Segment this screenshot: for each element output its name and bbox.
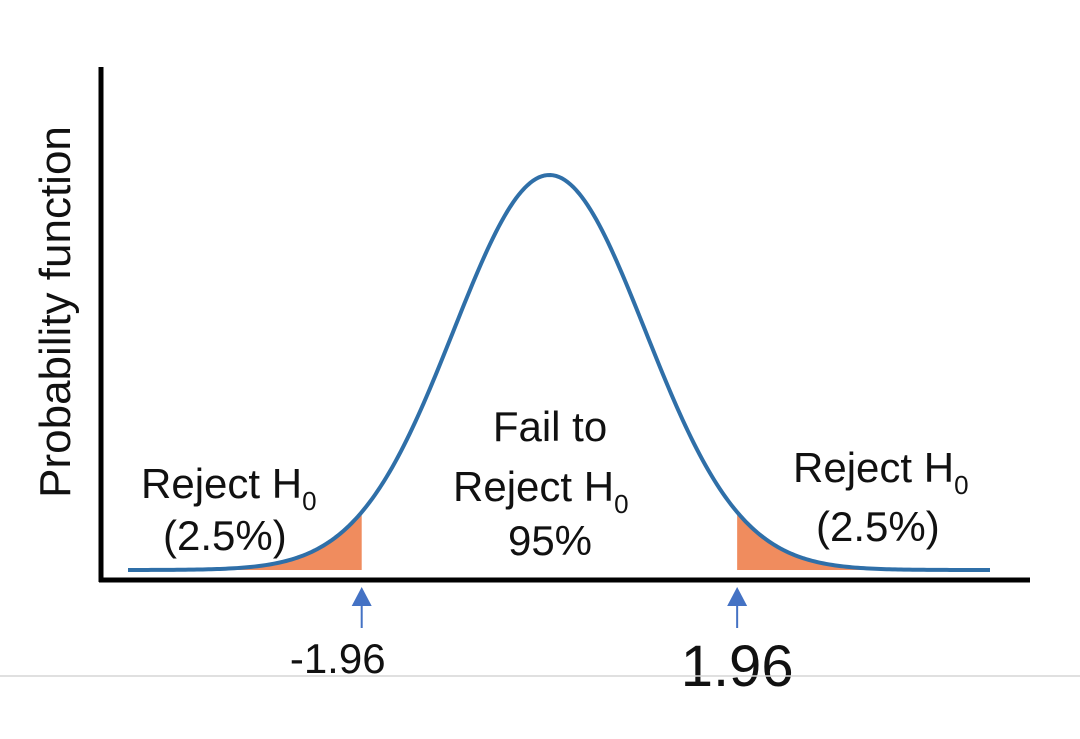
critical-value-arrow-left [351,587,372,628]
right-reject-label: Reject H0 [793,444,969,500]
right-reject-percent: (2.5%) [816,503,940,550]
critical-value-label-right: 1.96 [681,634,794,699]
right-rejection-region [737,512,990,570]
critical-value-arrow-right [727,587,748,628]
fail-to-reject-line1: Fail to [493,403,607,450]
y-axis-label: Probability function [31,126,80,498]
fail-to-reject-line2: Reject H0 [453,463,629,519]
critical-value-label-left: -1.96 [290,635,386,682]
fail-to-reject-percent: 95% [508,517,592,564]
normal-density-curve [127,173,990,572]
left-reject-percent: (2.5%) [163,512,287,559]
left-reject-label: Reject H0 [141,460,317,516]
